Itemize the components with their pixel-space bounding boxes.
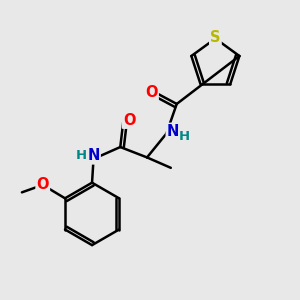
Text: N: N: [167, 124, 179, 139]
Text: N: N: [87, 148, 100, 164]
Text: H: H: [179, 130, 190, 142]
Text: O: O: [123, 113, 135, 128]
Text: S: S: [210, 30, 220, 45]
Text: O: O: [37, 177, 49, 192]
Text: O: O: [145, 85, 158, 100]
Text: H: H: [76, 149, 87, 162]
